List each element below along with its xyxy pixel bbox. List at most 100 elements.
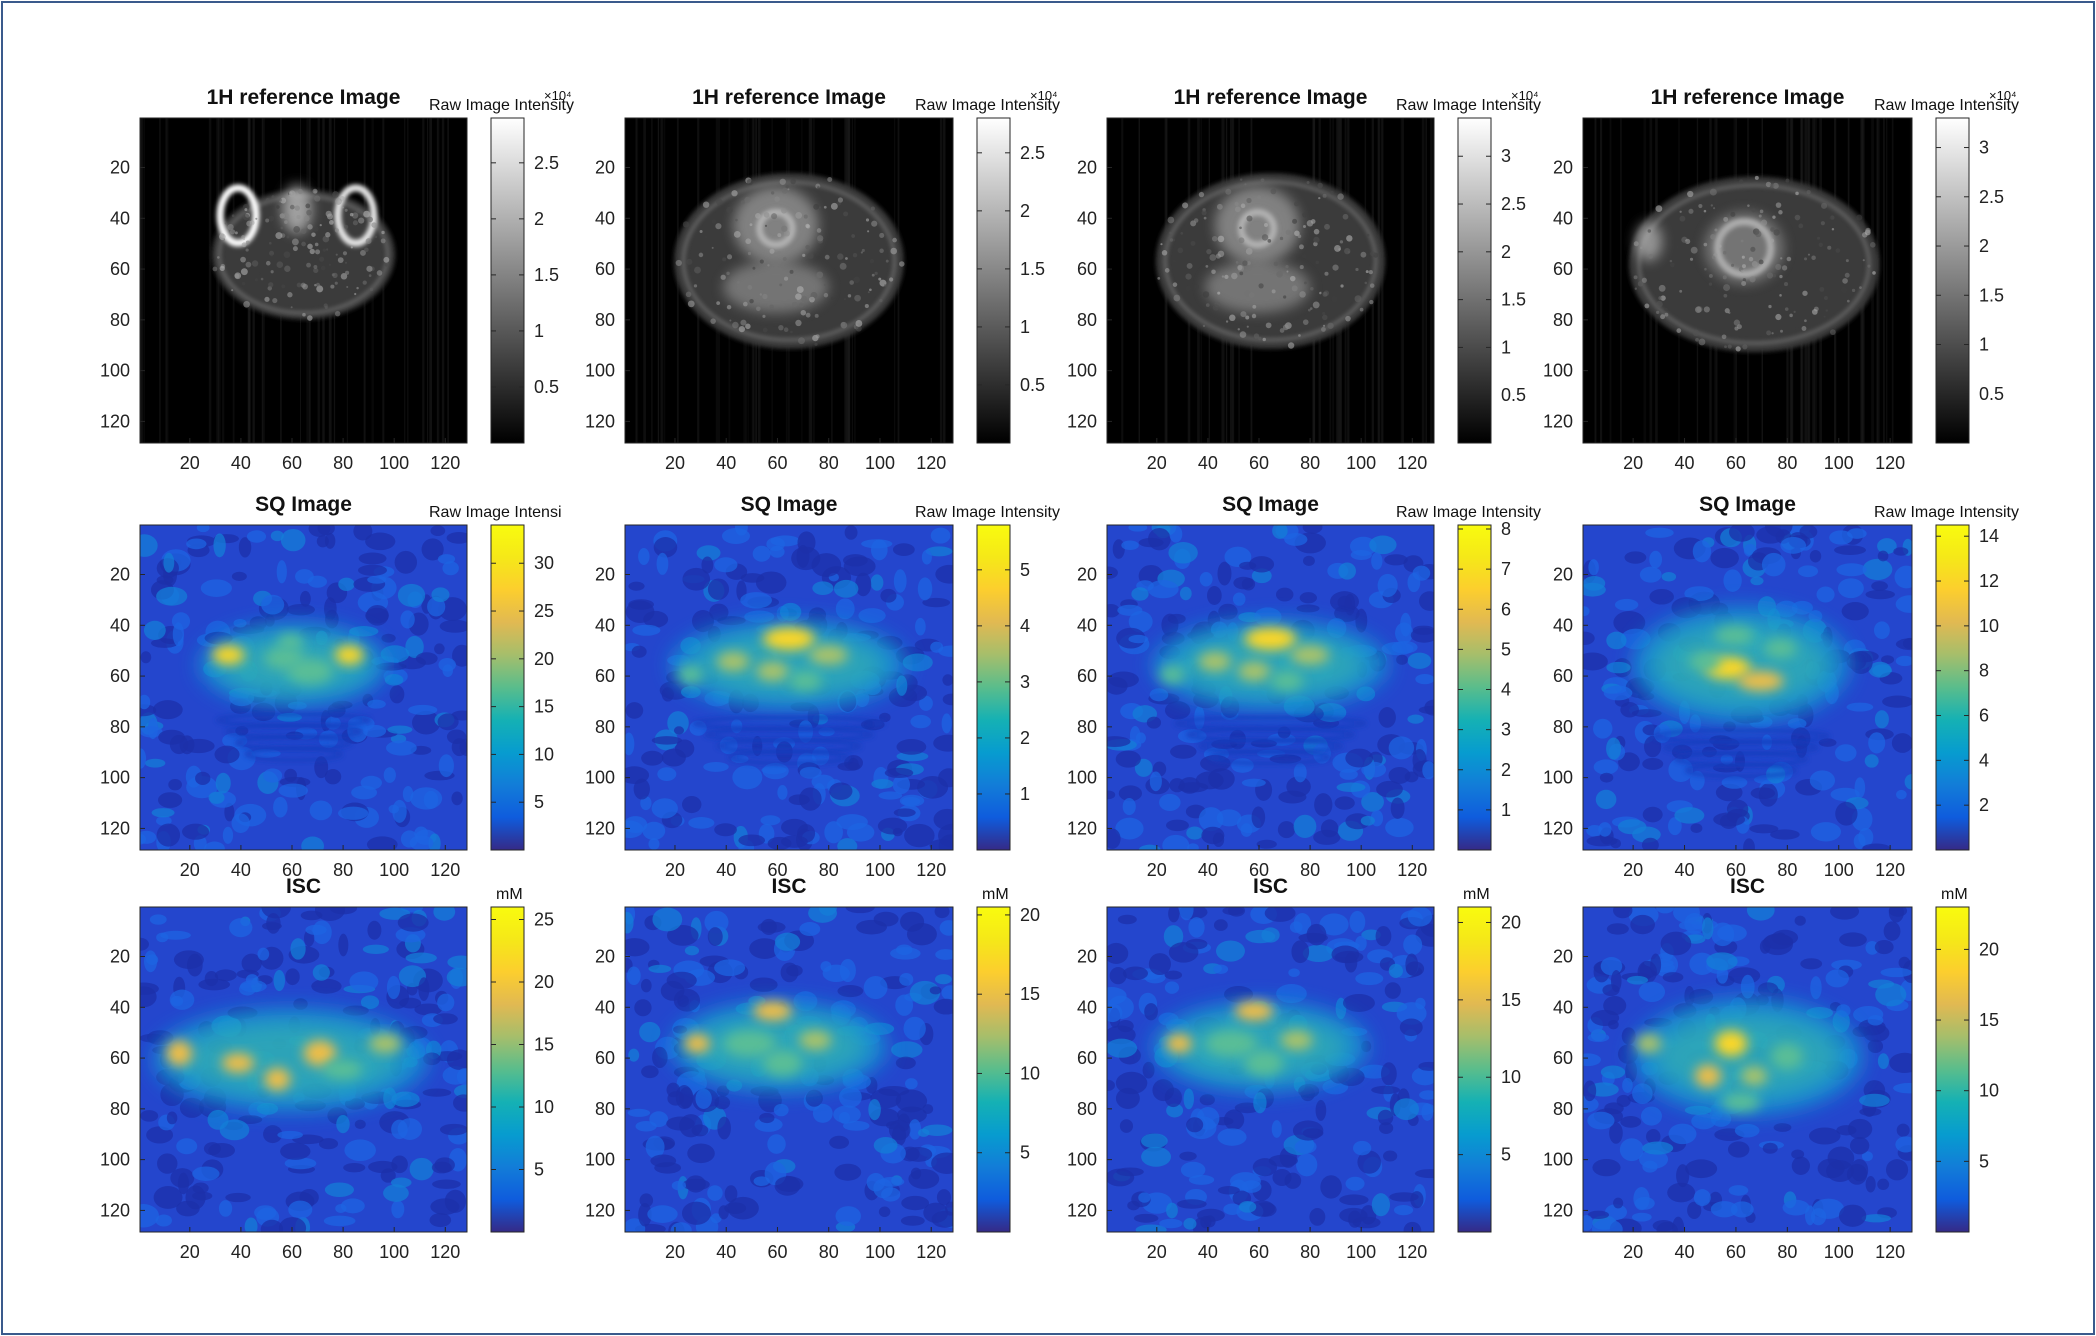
- colorbar-label: mM: [1463, 886, 1490, 903]
- y-tick-label: 80: [1553, 1099, 1573, 1119]
- x-tick-label: 60: [767, 1242, 787, 1262]
- axes-box: [139, 906, 468, 1233]
- heatmap-image: [1107, 907, 1434, 1232]
- y-tick-label: 100: [1067, 361, 1097, 381]
- colorbar: [490, 524, 525, 851]
- colorbar-tick-label: 1: [1020, 784, 1030, 804]
- y-tick-label: 20: [1553, 565, 1573, 585]
- colorbar-exponent: ×10⁴: [1989, 88, 2017, 103]
- y-tick-label: 80: [110, 1099, 130, 1119]
- y-tick-label: 80: [110, 717, 130, 737]
- colorbar-exponent: ×10⁴: [1030, 88, 1058, 103]
- y-tick-label: 20: [595, 947, 615, 967]
- colorbar-tick-label: 2: [1020, 728, 1030, 748]
- x-tick-label: 80: [333, 1242, 353, 1262]
- colorbar-tick-label: 1: [1979, 335, 1989, 355]
- x-tick-label: 20: [1147, 453, 1167, 473]
- colorbar-tick-label: 4: [1020, 616, 1030, 636]
- subplot-r2-c2: 20 40 60 80 100 120 20 40 60 80 100 120 SQ Image 1 2 3 4…: [585, 493, 1060, 880]
- x-tick-label: 40: [231, 453, 251, 473]
- y-tick-label: 100: [100, 768, 130, 788]
- hotspot: [221, 1053, 255, 1073]
- y-tick-label: 100: [585, 361, 615, 381]
- axes-box: [139, 117, 468, 444]
- colorbar-tick-label: 10: [1020, 1063, 1040, 1083]
- y-tick-label: 100: [1543, 768, 1573, 788]
- x-tick-label: 60: [282, 1242, 302, 1262]
- colorbar-tick-label: 2: [1501, 242, 1511, 262]
- y-tick-label: 40: [1077, 208, 1097, 228]
- colorbar-tick-label: 10: [534, 1097, 554, 1117]
- x-tick-label: 100: [1346, 1242, 1376, 1262]
- subplot-r3-c2: 20 40 60 80 100 120 20 40 60 80 100 120 ISC 5 10 15 20 mM: [585, 875, 1040, 1262]
- colorbar-label: Raw Image Intensity: [1874, 504, 2019, 521]
- colorbar-label: Raw Image Intensity: [1874, 97, 2019, 114]
- y-tick-label: 120: [585, 411, 615, 431]
- x-tick-label: 80: [1300, 1242, 1320, 1262]
- colorbar-label: Raw Image Intensity: [1396, 97, 1541, 114]
- x-tick-label: 40: [716, 1242, 736, 1262]
- y-tick-label: 120: [100, 1200, 130, 1220]
- y-tick-label: 60: [1077, 259, 1097, 279]
- x-tick-label: 100: [379, 860, 409, 880]
- colorbar-tick-label: 6: [1979, 706, 1989, 726]
- y-tick-label: 20: [595, 158, 615, 178]
- x-tick-label: 60: [1249, 453, 1269, 473]
- colorbar: [1457, 524, 1492, 851]
- y-tick-label: 100: [1543, 361, 1573, 381]
- heatmap-image: [625, 118, 953, 443]
- y-tick-label: 40: [1553, 997, 1573, 1017]
- y-tick-label: 100: [100, 1150, 130, 1170]
- colorbar-tick-label: 2.5: [1979, 187, 2004, 207]
- colorbar: [490, 906, 525, 1233]
- y-tick-label: 40: [1077, 615, 1097, 635]
- hotspot: [1205, 1030, 1258, 1057]
- heatmap-image: [140, 525, 467, 850]
- x-tick-label: 20: [180, 860, 200, 880]
- x-tick-label: 60: [1726, 1242, 1746, 1262]
- colorbar-tick-label: 5: [1501, 639, 1511, 659]
- colorbar-tick-label: 2: [534, 209, 544, 229]
- axes-box: [1106, 117, 1435, 444]
- y-tick-label: 40: [595, 997, 615, 1017]
- hotspot: [1234, 1001, 1274, 1021]
- colorbar-tick-label: 25: [534, 910, 554, 930]
- colorbar-tick-label: 1.5: [1501, 290, 1526, 310]
- hotspot: [684, 1033, 711, 1054]
- colorbar-tick-label: 1.5: [534, 265, 559, 285]
- colorbar-tick-label: 15: [534, 697, 554, 717]
- x-tick-label: 60: [1726, 860, 1746, 880]
- y-tick-label: 60: [595, 1048, 615, 1068]
- subplot-r3-c3: 20 40 60 80 100 120 20 40 60 80 100 120 ISC 5 10 15 20 mM: [1067, 875, 1521, 1262]
- subplot-r2-c3: 20 40 60 80 100 120 20 40 60 80 100 120 SQ Image 1 2 3 4…: [1067, 493, 1541, 880]
- subplot-title: 1H reference Image: [207, 86, 401, 109]
- y-tick-label: 60: [1077, 666, 1097, 686]
- x-tick-label: 40: [716, 453, 736, 473]
- x-tick-label: 60: [1249, 860, 1269, 880]
- x-tick-label: 100: [1824, 1242, 1854, 1262]
- x-tick-label: 40: [716, 860, 736, 880]
- y-tick-label: 20: [1077, 565, 1097, 585]
- hotspot: [1740, 1066, 1768, 1086]
- y-tick-label: 40: [595, 615, 615, 635]
- x-tick-label: 120: [430, 860, 460, 880]
- x-tick-label: 80: [819, 860, 839, 880]
- y-tick-label: 20: [110, 947, 130, 967]
- subplot-title: 1H reference Image: [1174, 86, 1368, 109]
- heatmap-image: [1583, 525, 1912, 850]
- y-tick-label: 80: [1553, 310, 1573, 330]
- colorbar-label: Raw Image Intensity: [915, 97, 1060, 114]
- y-tick-label: 80: [1077, 717, 1097, 737]
- y-tick-label: 60: [1553, 1048, 1573, 1068]
- subplot-title: ISC: [286, 875, 321, 898]
- colorbar-tick-label: 6: [1501, 599, 1511, 619]
- y-tick-label: 40: [595, 208, 615, 228]
- colorbar: [490, 117, 525, 444]
- colorbar-tick-label: 5: [1020, 560, 1030, 580]
- colorbar-tick-label: 12: [1979, 571, 1999, 591]
- y-tick-label: 40: [110, 208, 130, 228]
- x-tick-label: 80: [1300, 860, 1320, 880]
- x-tick-label: 120: [1875, 860, 1905, 880]
- colorbar-tick-label: 3: [1501, 146, 1511, 166]
- colorbar: [1457, 117, 1492, 444]
